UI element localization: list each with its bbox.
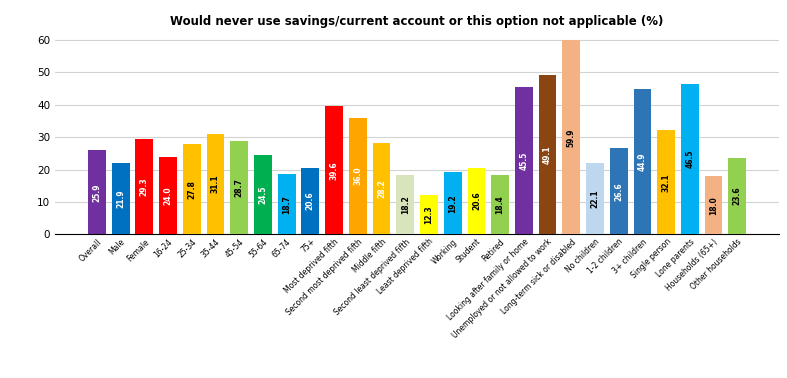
Text: 20.6: 20.6 — [472, 192, 481, 210]
Text: 27.8: 27.8 — [187, 180, 196, 199]
Text: 18.4: 18.4 — [496, 195, 504, 214]
Text: 18.0: 18.0 — [709, 196, 718, 215]
Bar — [135, 139, 153, 234]
Bar — [159, 156, 177, 234]
Bar — [420, 195, 438, 234]
Text: 32.1: 32.1 — [662, 173, 671, 192]
Text: 28.7: 28.7 — [235, 178, 244, 197]
Text: 49.1: 49.1 — [543, 146, 552, 164]
Text: 24.5: 24.5 — [258, 186, 268, 204]
Bar — [372, 143, 390, 234]
Bar — [491, 175, 509, 234]
Text: 28.2: 28.2 — [377, 179, 386, 198]
Text: 26.6: 26.6 — [614, 182, 623, 201]
Bar — [586, 163, 604, 234]
Text: 25.9: 25.9 — [92, 183, 102, 201]
Bar — [538, 75, 556, 234]
Text: 36.0: 36.0 — [353, 167, 362, 185]
Bar — [444, 172, 462, 234]
Text: 31.1: 31.1 — [211, 175, 220, 193]
Text: 44.9: 44.9 — [638, 152, 647, 171]
Bar — [681, 84, 699, 234]
Text: 59.9: 59.9 — [567, 128, 576, 147]
Bar — [207, 133, 224, 234]
Bar — [349, 118, 367, 234]
Bar — [301, 167, 320, 234]
Text: 22.1: 22.1 — [590, 189, 600, 208]
Text: 18.7: 18.7 — [283, 195, 291, 214]
Text: 46.5: 46.5 — [685, 150, 694, 168]
Bar — [112, 163, 130, 234]
Bar — [254, 155, 272, 234]
Bar — [634, 89, 652, 234]
Text: 39.6: 39.6 — [330, 161, 338, 180]
Bar — [231, 141, 248, 234]
Bar — [563, 40, 580, 234]
Text: 12.3: 12.3 — [424, 205, 434, 224]
Bar — [325, 106, 343, 234]
Text: 20.6: 20.6 — [306, 192, 315, 210]
Text: 23.6: 23.6 — [733, 187, 742, 205]
Bar — [610, 148, 627, 234]
Bar — [515, 87, 533, 234]
Text: 45.5: 45.5 — [519, 152, 528, 170]
Text: 18.2: 18.2 — [401, 195, 410, 214]
Bar — [183, 144, 201, 234]
Text: 24.0: 24.0 — [164, 186, 172, 205]
Bar — [397, 175, 414, 234]
Bar — [657, 130, 675, 234]
Bar — [704, 176, 722, 234]
Bar — [729, 158, 746, 234]
Text: 21.9: 21.9 — [116, 190, 125, 208]
Text: 19.2: 19.2 — [448, 194, 457, 212]
Text: 29.3: 29.3 — [140, 178, 149, 196]
Bar — [278, 174, 296, 234]
Title: Would never use savings/current account or this option not applicable (%): Would never use savings/current account … — [171, 15, 663, 28]
Bar — [88, 150, 105, 234]
Bar — [467, 167, 486, 234]
